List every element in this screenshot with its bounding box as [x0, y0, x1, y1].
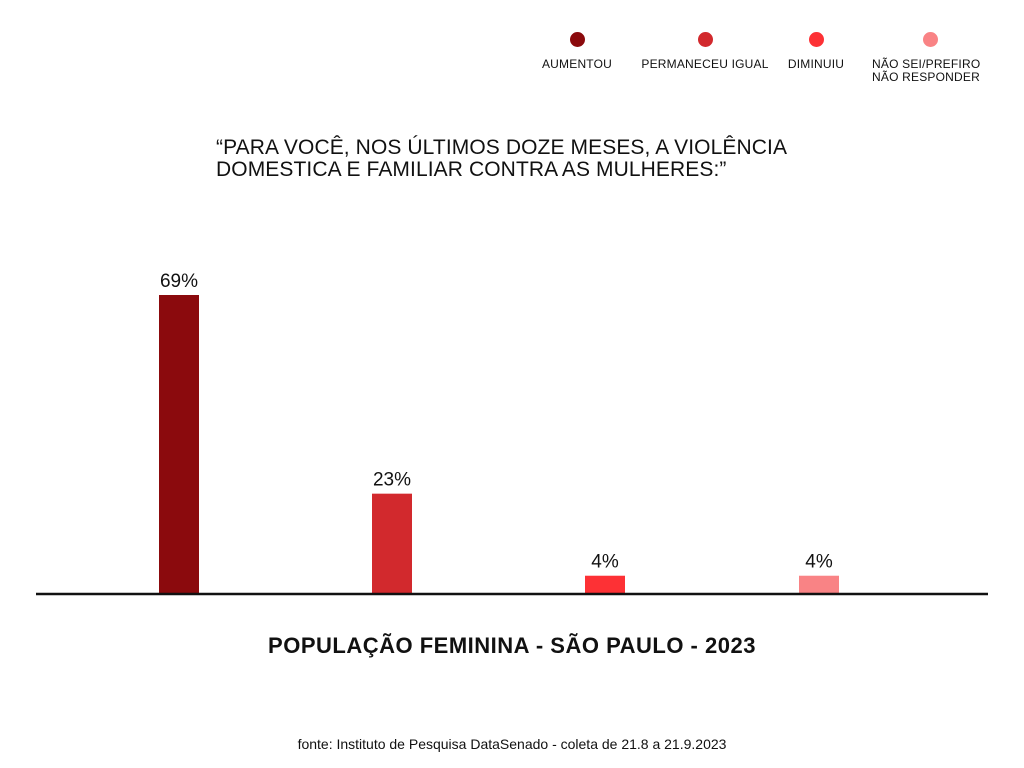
chart-legend: AUMENTOU PERMANECEU IGUAL DIMINUIU NÃO S…	[0, 0, 1024, 100]
legend-label: DIMINUIU	[787, 57, 845, 71]
legend-dot-icon	[808, 32, 824, 47]
data-label-3: 4%	[805, 552, 833, 573]
source-note: fonte: Instituto de Pesquisa DataSenado …	[297, 736, 727, 752]
bar-0	[159, 295, 199, 593]
x-category-label: POPULAÇÃO FEMININA - SÃO PAULO - 2023	[268, 633, 756, 658]
legend-item-aumentou: AUMENTOU	[497, 32, 657, 71]
data-label-0: 69%	[160, 271, 198, 292]
bar-1	[372, 493, 412, 593]
data-label-2: 4%	[591, 552, 619, 573]
bar-3	[799, 575, 839, 593]
legend-dot-icon	[697, 32, 713, 47]
legend-label: AUMENTOU	[541, 57, 613, 71]
chart-title: “PARA VOCÊ, NOS ÚLTIMOS DOZE MESES, A VI…	[216, 136, 788, 181]
legend-item-nao-sei: NÃO SEI/PREFIRO NÃO RESPONDER	[850, 32, 1010, 84]
legend-dot-icon	[569, 32, 585, 47]
legend-item-permaneceu-igual: PERMANECEU IGUAL	[625, 32, 785, 71]
data-label-1: 23%	[373, 470, 411, 491]
bar-2	[585, 575, 625, 593]
legend-label: PERMANECEU IGUAL	[641, 57, 769, 71]
legend-label: NÃO SEI/PREFIRO NÃO RESPONDER	[872, 57, 981, 84]
legend-dot-icon	[922, 32, 938, 47]
legend-item-diminuiu: DIMINUIU	[736, 32, 896, 71]
